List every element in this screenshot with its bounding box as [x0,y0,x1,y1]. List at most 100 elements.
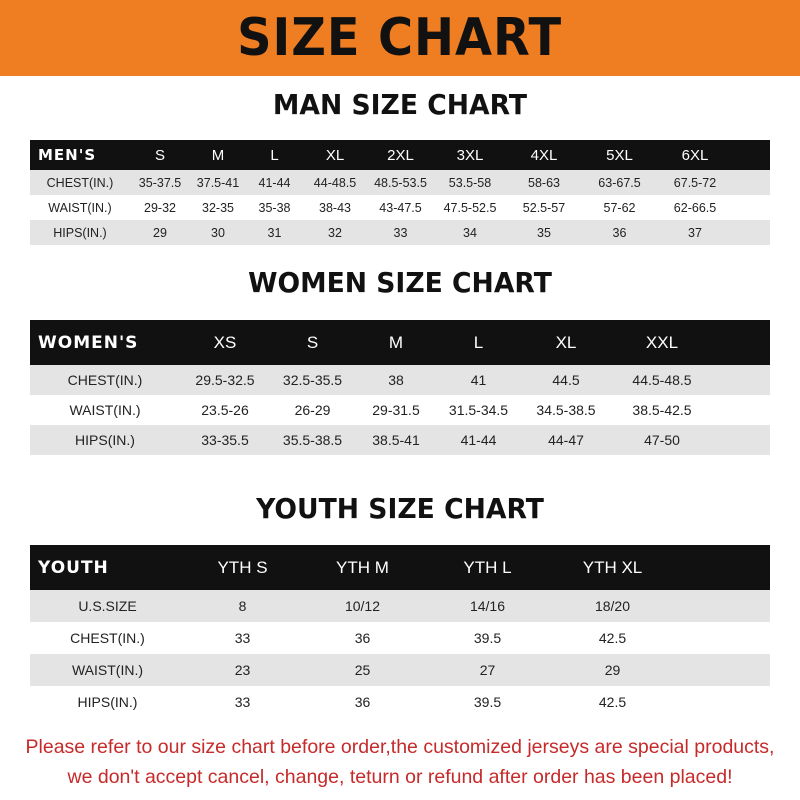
measurement-cell: 23 [185,654,300,686]
measurement-cell: 36 [354,694,371,710]
row-label: WAIST(IN.) [48,200,112,215]
measurement-cell: 8 [185,590,300,622]
size-header-cell: YTH M [300,545,425,590]
row-label: HIPS(IN.) [77,694,138,710]
measurement-cell: 41-44 [246,170,303,195]
table-row: WAIST(IN.) 23 25 27 29 [30,654,770,686]
row-label: CHEST(IN.) [70,630,145,646]
measurement-cell: 41 [437,365,520,395]
measurement-cell: 42.5 [598,694,627,710]
measurement-cell: 38-43 [319,200,351,215]
empty-cell [675,654,770,686]
empty-cell [675,545,770,590]
measurement-cell: 10/12 [300,590,425,622]
measurement-cell: 31.5-34.5 [448,402,509,418]
measurement-cell: 33-35.5 [180,425,270,455]
order-notice: Please refer to our size chart before or… [0,732,800,792]
measurement-cell: 26-29 [294,402,331,418]
measurement-cell: 57-62 [603,200,636,215]
size-header-cell: S [130,140,190,170]
men-section-title: MAN SIZE CHART [272,88,528,121]
measurement-cell: 29 [130,220,190,245]
measurement-cell: 32 [303,220,367,245]
size-header-cell: 4XL [506,140,582,170]
size-header-cell: 6XL [657,140,733,170]
row-label: U.S.SIZE [30,590,185,622]
size-header-cell: YTH L [425,545,550,590]
measurement-cell: 39.5 [473,630,502,646]
size-header-cell: XL [520,320,612,365]
measurement-cell: 30 [190,220,246,245]
measurement-cell: 37.5-41 [190,170,246,195]
measurement-cell: 58-63 [506,170,582,195]
measurement-cell: 35 [506,220,582,245]
size-header-cell: XS [180,320,270,365]
measurement-cell: 53.5-58 [434,170,506,195]
size-header-cell: L [437,320,520,365]
empty-cell [712,320,770,365]
table-row: HIPS(IN.) 33-35.5 35.5-38.5 38.5-41 41-44 44-… [30,425,770,455]
empty-cell [733,220,770,245]
youth-size-table: YOUTH YTH S YTH M YTH L YTH XL U.S.SIZE 8 10/12… [30,545,770,718]
empty-cell [712,395,770,425]
row-label: CHEST(IN.) [30,365,180,395]
measurement-cell: 14/16 [425,590,550,622]
table-row: WAIST(IN.) 23.5-26 26-29 29-31.5 31.5-34.5 34… [30,395,770,425]
measurement-cell: 34.5-38.5 [536,402,596,418]
row-label: WAIST(IN.) [30,654,185,686]
size-header-cell: L [246,140,303,170]
measurement-cell: 29-32 [144,200,176,215]
measurement-cell: 43-47.5 [379,200,422,215]
banner: SIZE CHART [0,0,800,76]
women-section-title: WOMEN SIZE CHART [248,266,552,299]
measurement-cell: 34 [434,220,506,245]
size-header-cell: 5XL [582,140,657,170]
measurement-cell: 29-31.5 [372,402,420,418]
table-header-row: YOUTH YTH S YTH M YTH L YTH XL [30,545,770,590]
measurement-cell: 48.5-53.5 [367,170,434,195]
empty-cell [675,622,770,654]
table-row: WAIST(IN.) 29-32 32-35 35-38 38-43 43-47.5 47.… [30,195,770,220]
measurement-cell: 33 [234,630,251,646]
measurement-cell: 62-66.5 [673,200,717,215]
measurement-cell: 29 [550,654,675,686]
women-size-table: WOMEN'S XS S M L XL XXL CHEST(IN.) 29.5-32.5 32.5… [30,320,770,455]
table-header-label: MEN'S [30,140,130,170]
measurement-cell: 47-50 [612,425,712,455]
measurement-cell: 52.5-57 [522,200,566,215]
youth-section-title: YOUTH SIZE CHART [256,492,544,525]
measurement-cell: 32.5-35.5 [270,365,355,395]
table-row: CHEST(IN.) 29.5-32.5 32.5-35.5 38 41 44.5 44.5… [30,365,770,395]
empty-cell [675,590,770,622]
measurement-cell: 33 [234,694,251,710]
measurement-cell: 27 [425,654,550,686]
table-header-label: WOMEN'S [30,320,180,365]
measurement-cell: 44.5 [520,365,612,395]
size-header-cell: YTH XL [550,545,675,590]
table-row: HIPS(IN.) 29 30 31 32 33 34 35 36 37 [30,220,770,245]
empty-cell [712,365,770,395]
measurement-cell: 38.5-41 [355,425,437,455]
row-label: HIPS(IN.) [30,220,130,245]
measurement-cell: 63-67.5 [582,170,657,195]
measurement-cell: 44-47 [520,425,612,455]
table-header-row: WOMEN'S XS S M L XL XXL [30,320,770,365]
measurement-cell: 36 [354,630,371,646]
table-header-label: YOUTH [30,545,185,590]
row-label: CHEST(IN.) [30,170,130,195]
banner-title: SIZE CHART [237,8,563,68]
size-header-cell: YTH S [185,545,300,590]
size-header-cell: 3XL [434,140,506,170]
row-label: WAIST(IN.) [69,402,141,418]
size-header-cell: XXL [612,320,712,365]
measurement-cell: 42.5 [598,630,627,646]
measurement-cell: 35-38 [258,200,291,215]
size-header-cell: 2XL [367,140,434,170]
empty-cell [712,425,770,455]
table-row: U.S.SIZE 8 10/12 14/16 18/20 [30,590,770,622]
measurement-cell: 29.5-32.5 [180,365,270,395]
measurement-cell: 41-44 [437,425,520,455]
measurement-cell: 37 [657,220,733,245]
table-row: HIPS(IN.) 33 36 39.5 42.5 [30,686,770,718]
measurement-cell: 44.5-48.5 [612,365,712,395]
